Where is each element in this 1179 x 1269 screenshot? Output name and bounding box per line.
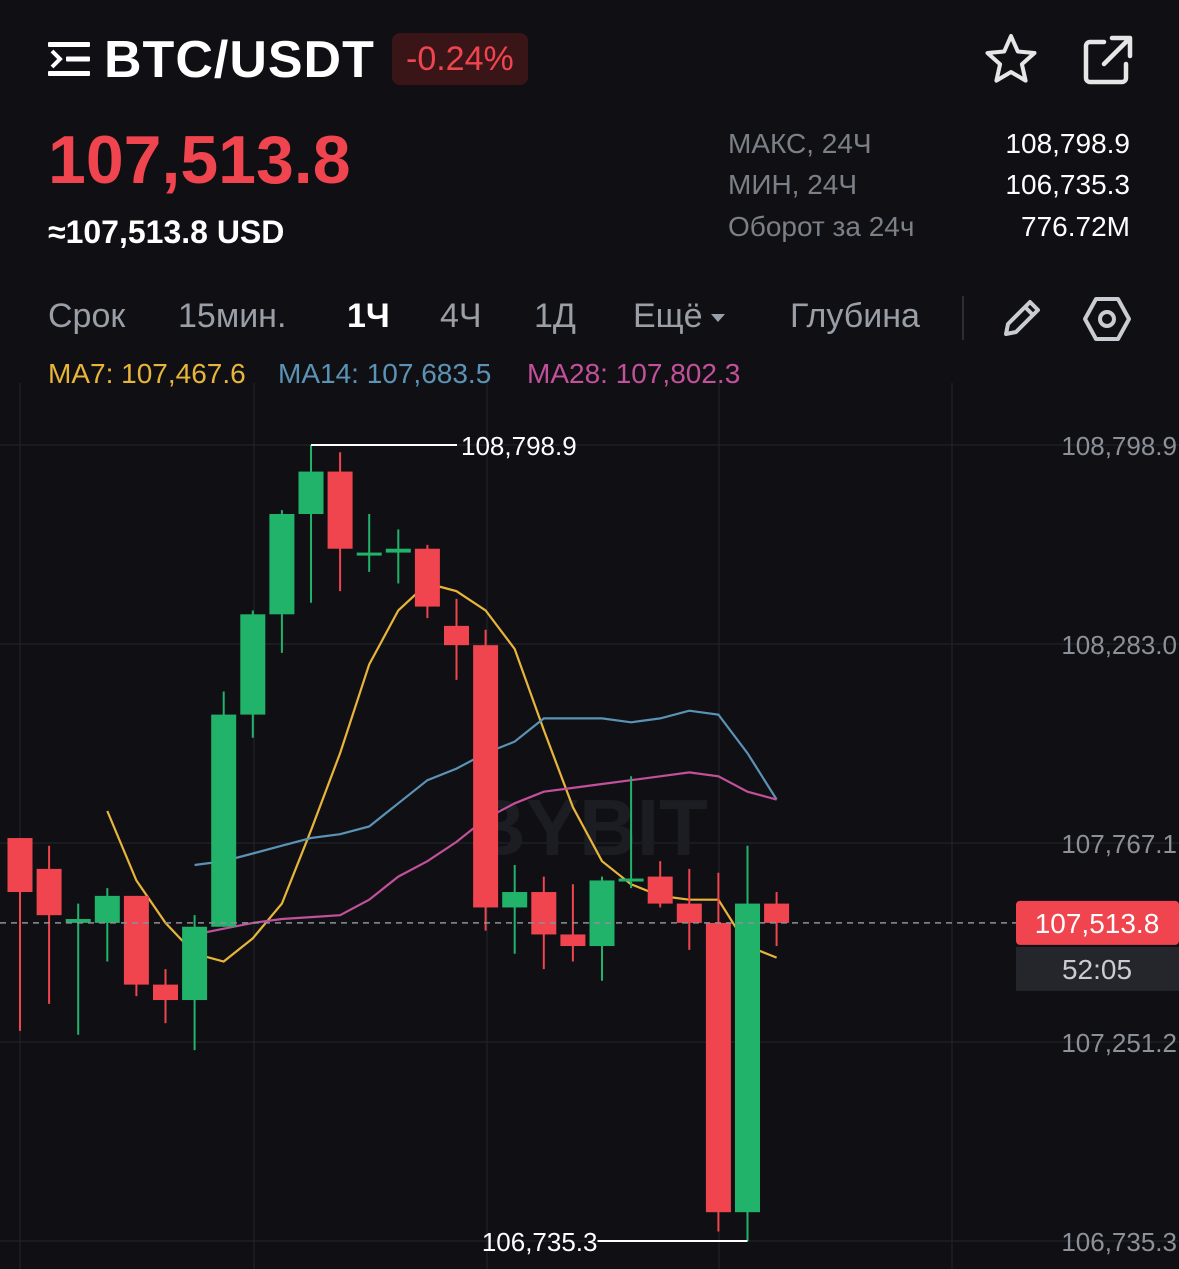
tab-1d[interactable]: 1Д — [534, 297, 576, 335]
toolbar-divider — [962, 296, 964, 340]
y-tick-label: 108,798.9 — [1061, 431, 1177, 461]
settings-icon[interactable] — [1082, 294, 1132, 344]
y-tick-label: 107,251.2 — [1061, 1028, 1177, 1058]
candles — [7, 445, 790, 1241]
candle-up — [502, 892, 528, 908]
tab-1h[interactable]: 1Ч — [347, 297, 390, 335]
low-24h-label: МИН, 24Ч — [728, 169, 858, 200]
candle-down — [327, 471, 353, 549]
candle-up — [385, 548, 411, 553]
tab-15m[interactable]: 15мин. — [178, 297, 287, 335]
tab-term[interactable]: Срок — [48, 297, 126, 335]
candle-up — [735, 903, 760, 1213]
share-external-icon[interactable] — [1080, 32, 1136, 88]
candle-up — [65, 919, 91, 923]
caret-down-icon — [710, 314, 725, 323]
candle-down — [444, 625, 469, 646]
candle-down — [560, 934, 586, 947]
candle-up — [94, 895, 120, 923]
y-tick-label: 107,767.1 — [1061, 829, 1177, 859]
candle-countdown: 52:05 — [1062, 954, 1132, 985]
candle-down — [473, 645, 499, 908]
high-24h-value: 108,798.9 — [1005, 128, 1130, 159]
bybit-watermark: BYBIT — [468, 783, 708, 872]
candle-up — [618, 878, 644, 882]
tab-depth[interactable]: Глубина — [790, 297, 920, 335]
last-price-tag-bg — [1016, 900, 1179, 945]
tab-more-label: Ещё — [633, 297, 703, 335]
last-price: 107,513.8 — [48, 122, 351, 198]
turnover-24h-value: 776.72M — [1021, 211, 1130, 242]
candle-up — [240, 614, 266, 715]
high-marker-label: 108,798.9 — [461, 431, 577, 461]
high-low-markers: 108,798.9 106,735.3 — [311, 431, 748, 1257]
turnover-24h-label: Оборот за 24ч — [728, 211, 915, 242]
y-tick-label: 106,735.3 — [1061, 1227, 1177, 1257]
candle-down — [123, 895, 149, 985]
price-change-badge: -0.24% — [392, 33, 528, 85]
moving-average-lines — [106, 582, 778, 963]
candle-down — [705, 922, 731, 1213]
tab-4h[interactable]: 4Ч — [440, 297, 482, 335]
low-24h-value: 106,735.3 — [1005, 169, 1130, 200]
ma7-line — [106, 582, 778, 963]
candle-down — [647, 876, 673, 904]
candle-down — [153, 984, 178, 1001]
pencil-icon[interactable] — [998, 294, 1046, 342]
candle-down — [764, 903, 790, 923]
list-menu-icon[interactable] — [48, 40, 90, 78]
low-marker-label: 106,735.3 — [482, 1227, 598, 1257]
ma28-legend: MA28: 107,802.3 — [527, 358, 741, 389]
candle-up — [589, 880, 615, 947]
candle-down — [414, 548, 440, 607]
candle-down — [676, 903, 702, 923]
star-icon[interactable] — [982, 32, 1040, 88]
countdown-bg — [1016, 946, 1179, 991]
ma14-legend: MA14: 107,683.5 — [278, 358, 492, 389]
y-tick-label: 108,283.0 — [1061, 630, 1177, 660]
candle-up — [211, 714, 237, 927]
candle-up — [356, 552, 382, 556]
high-24h-label: МАКС, 24Ч — [728, 128, 872, 159]
last-price-tag: 107,513.8 — [1035, 908, 1160, 939]
candle-down — [36, 868, 62, 916]
ma7-legend: MA7: 107,467.6 — [48, 358, 246, 389]
candle-down — [7, 838, 33, 893]
price-axis: 108,798.9 108,283.0 107,767.1 107,251.2 106,… — [1061, 431, 1177, 1257]
candle-down — [531, 892, 557, 935]
trading-pair-title[interactable]: BTC/USDT — [104, 31, 375, 89]
candle-up — [269, 514, 295, 615]
candle-up — [182, 926, 208, 1001]
tab-more[interactable]: Ещё — [633, 294, 725, 338]
candlestick-chart[interactable]: BYBIT 108,798.9 108,283.0 107,767.1 107,251… — [0, 383, 1179, 1269]
usd-price: ≈107,513.8 USD — [48, 214, 285, 250]
candle-up — [298, 471, 324, 515]
